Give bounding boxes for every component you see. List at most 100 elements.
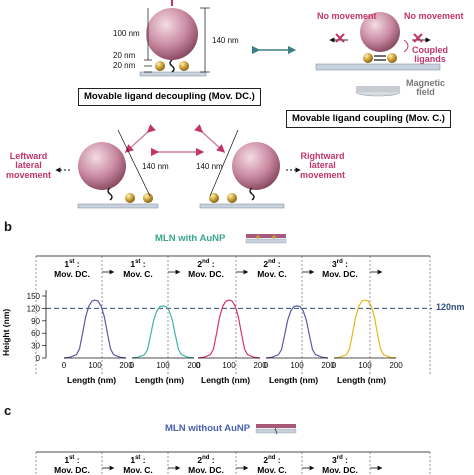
panel-c-step-colon: : <box>140 454 146 465</box>
panel-b-step-suffix: st <box>69 259 75 265</box>
x-tick-label: 0 <box>196 361 201 370</box>
coupled-ligands-label: Coupled ligands <box>412 45 448 65</box>
panel-c-step-ordinal: 3 <box>332 454 337 465</box>
panel-c-step-colon: : <box>74 454 80 465</box>
arrow-left-diagonal <box>124 124 156 153</box>
panel-c-step-1: 1st : Mov. DC. <box>44 455 100 475</box>
panel-b-step-colon: : <box>342 258 348 269</box>
panel-b-step-1: 1st : Mov. DC. <box>44 259 100 279</box>
x-tick-label: 100 <box>290 361 304 370</box>
panel-c-step-ordinal: 1 <box>130 454 136 465</box>
x-axis-label-2: Length (nm) <box>135 375 185 385</box>
x-axis-label-3: Length (nm) <box>201 375 251 385</box>
panel-c-step-suffix: st <box>135 455 141 461</box>
panel-b-title: MLN with AuNP <box>155 233 226 244</box>
coupled-label-line1: Coupled <box>412 45 448 55</box>
decoupling-box: Movable ligand decoupling (Mov. DC.) <box>78 88 261 106</box>
panel-c-step-colon: : <box>275 454 281 465</box>
panel-b-letter: b <box>4 219 12 234</box>
profile-curve-4 <box>265 305 329 359</box>
x-tick-label: 0 <box>62 361 67 370</box>
magnetic-label-line2: field <box>416 87 435 98</box>
leftward-line3: movement <box>6 169 52 180</box>
profile-curve-5 <box>333 299 397 359</box>
panel-c-step-ordinal: 2 <box>263 454 269 465</box>
panel-b-step-label: Mov. DC. <box>54 268 90 279</box>
np-assembly-leftward <box>55 129 159 209</box>
leftward-line1: Leftward <box>9 151 48 161</box>
x-tick-label: 0 <box>332 361 337 370</box>
panel-b-step-suffix: st <box>135 259 141 265</box>
panel-c-step-label: Mov. DC. <box>188 464 224 475</box>
panel-b-step-4: 2nd : Mov. C. <box>244 259 300 279</box>
np-assembly-coupled <box>315 12 441 97</box>
profile-curve-2 <box>131 305 195 359</box>
panel-c-step-label: Mov. DC. <box>322 464 358 475</box>
panel-c-step-suffix: st <box>69 455 75 461</box>
threshold-label: 120nm <box>436 302 465 312</box>
x-tick-label: 100 <box>358 361 372 370</box>
y-tick-label: 30 <box>31 342 40 351</box>
magnetic-label-line1: Magnetic <box>406 78 446 88</box>
panel-c-title: MLN without AuNP <box>165 423 251 434</box>
panel-b-step-2: 1st : Mov. C. <box>110 259 166 279</box>
panel-c-step-suffix: nd <box>202 455 210 461</box>
dim-gap2-label: 20 nm <box>113 61 136 70</box>
profile-curve-1 <box>63 299 127 359</box>
x-tick-label: 200 <box>253 361 267 370</box>
panel-b-step-label: Mov. C. <box>123 268 153 279</box>
dim-gap1-label: 20 nm <box>113 51 136 60</box>
no-movement-left-label: No movement <box>317 11 377 21</box>
x-axis-label-4: Length (nm) <box>269 375 319 385</box>
panel-c-step-colon: : <box>342 454 348 465</box>
panel-b-step-colon: : <box>74 258 80 269</box>
panel-b-step-ordinal: 2 <box>197 258 203 269</box>
panel-c-step-suffix: rd <box>336 455 343 461</box>
panel-b-step-colon: : <box>209 258 215 269</box>
dim-total-label: 140 nm <box>212 36 239 45</box>
panel-c-step-label: Mov. DC. <box>54 464 90 475</box>
panel-b-step-label: Mov. C. <box>257 268 287 279</box>
panel-b-step-colon: : <box>140 258 146 269</box>
panel-b-step-label: Mov. DC. <box>188 268 224 279</box>
panel-b-step-ordinal: 1 <box>130 258 136 269</box>
panel-c-step-4: 2nd : Mov. C. <box>244 455 300 475</box>
dim-lateral-right-label: 140 nm <box>196 162 223 171</box>
np-assembly-decoupled <box>139 0 210 77</box>
panel-c-step-3: 2nd : Mov. DC. <box>178 455 234 475</box>
dim-np-label: 100 nm <box>113 29 140 38</box>
x-tick-label: 0 <box>264 361 269 370</box>
rightward-line2: lateral <box>309 160 336 171</box>
panel-b-step-suffix: nd <box>202 259 210 265</box>
panel-c-step-ordinal: 1 <box>64 454 70 465</box>
dim-lateral-left-label: 140 nm <box>142 162 169 171</box>
x-tick-label: 100 <box>156 361 170 370</box>
panel-b-step-3: 2nd : Mov. DC. <box>178 259 234 279</box>
x-tick-label: 100 <box>88 361 102 370</box>
panel-b-step-5: 3rd : Mov. DC. <box>312 259 368 279</box>
panel-b-step-label: Mov. DC. <box>322 268 358 279</box>
leftward-movement-label: Leftward lateral movement <box>6 151 52 180</box>
y-tick-label: 120 <box>27 304 41 313</box>
magnetic-field-label: Magnetic field <box>406 78 446 98</box>
panel-b-step-suffix: nd <box>268 259 276 265</box>
panel-b-step-colon: : <box>275 258 281 269</box>
mln-with-aunp-icon <box>245 234 287 244</box>
panel-c-step-2: 1st : Mov. C. <box>110 455 166 475</box>
x-tick-label: 200 <box>389 361 403 370</box>
panel-b-step-ordinal: 1 <box>64 258 70 269</box>
panel-c-step-label: Mov. C. <box>123 464 153 475</box>
rightward-movement-label: Rightward lateral movement <box>300 151 346 180</box>
x-tick-label: 200 <box>321 361 335 370</box>
panel-c-step-suffix: nd <box>268 455 276 461</box>
x-tick-label: 100 <box>222 361 236 370</box>
x-tick-label: 200 <box>187 361 201 370</box>
x-tick-label: 200 <box>119 361 133 370</box>
rightward-line3: movement <box>300 169 346 180</box>
x-axis-label-5: Length (nm) <box>337 375 387 385</box>
rightward-line1: Rightward <box>300 151 345 161</box>
panel-b-step-suffix: rd <box>336 259 343 265</box>
leftward-line2: lateral <box>15 160 42 171</box>
